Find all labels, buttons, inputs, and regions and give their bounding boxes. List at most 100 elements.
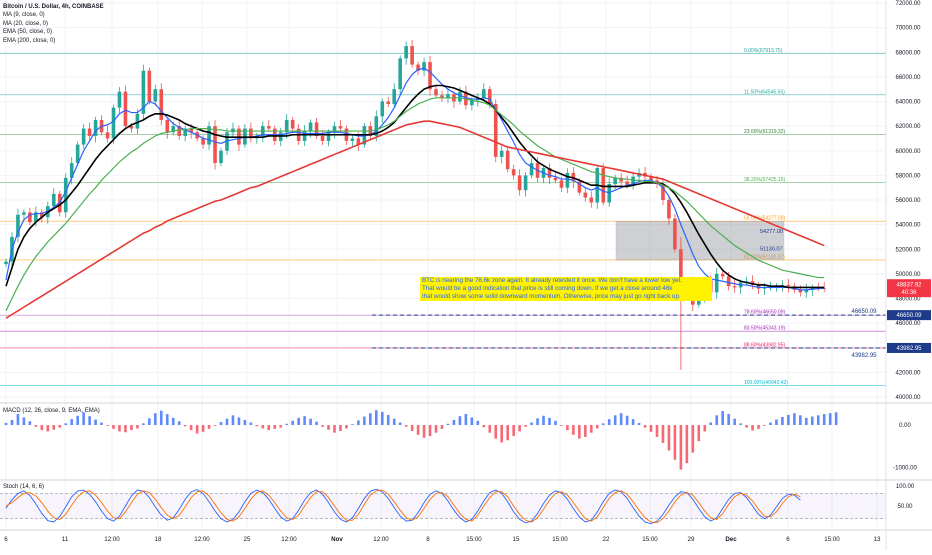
- macd-bar: [733, 418, 736, 426]
- candle-body: [487, 89, 492, 104]
- macd-bar: [619, 413, 623, 426]
- candle-body: [302, 131, 307, 141]
- x-tick: 15:00: [824, 536, 840, 543]
- candle-body: [117, 91, 122, 108]
- candle-body: [380, 101, 385, 117]
- y-tick: 56000.00: [895, 198, 921, 204]
- macd-bar: [40, 425, 44, 431]
- macd-bar: [380, 411, 384, 426]
- box-label: 54277.00: [760, 229, 783, 235]
- candle-body: [428, 62, 432, 90]
- macd-bar: [142, 423, 145, 426]
- macd-bar: [703, 425, 707, 432]
- candle-body: [613, 177, 617, 184]
- macd-bar: [631, 419, 635, 426]
- y-tick: 48000.00: [895, 297, 921, 303]
- macd-bar: [34, 425, 38, 427]
- macd-bar: [106, 425, 109, 426]
- macd-bar: [148, 418, 151, 426]
- x-tick: 15: [513, 536, 520, 543]
- macd-bar: [828, 413, 832, 426]
- macd-bar: [721, 411, 724, 426]
- candle-body: [249, 128, 253, 139]
- candle-body: [111, 107, 116, 139]
- macd-bar: [739, 423, 742, 426]
- macd-bar: [285, 423, 289, 426]
- macd-bar: [673, 425, 677, 460]
- candle-body: [697, 298, 701, 305]
- fib-label: 0.00%(67913.75): [744, 48, 783, 54]
- candle-body: [422, 62, 426, 71]
- candle-body: [464, 91, 468, 106]
- candle-body: [231, 128, 235, 133]
- candle-body: [75, 144, 80, 164]
- level-tag: [887, 310, 931, 321]
- level-tag-value: 46650.09: [896, 313, 922, 319]
- candle-body: [404, 46, 408, 59]
- x-tick: 6: [786, 536, 790, 543]
- analysis-note[interactable]: BTC is nearing the 78.6k zone again. It …: [420, 277, 712, 301]
- candle-body: [207, 126, 211, 145]
- macd-bar: [781, 417, 784, 426]
- x-tick: 6: [4, 536, 8, 543]
- candle-body: [434, 89, 438, 96]
- candle-body: [219, 150, 223, 164]
- fib-label: 78.60%(46650.09): [744, 310, 785, 316]
- candle-body: [51, 193, 56, 207]
- fib-label: 61.80%(51130.07): [744, 254, 785, 260]
- macd-bar: [183, 425, 187, 427]
- legend-ema200[interactable]: EMA (200, close, 0): [3, 37, 56, 44]
- x-tick: 29: [688, 536, 695, 543]
- macd-bar: [649, 425, 653, 432]
- macd-bar: [572, 425, 575, 435]
- macd-bar: [494, 425, 498, 439]
- x-tick: 15:00: [642, 536, 658, 543]
- candle-body: [213, 126, 217, 164]
- candle-body: [87, 128, 92, 136]
- fib-label: 50.00%(54277.00): [744, 216, 785, 222]
- candle-body: [798, 289, 803, 293]
- ma-line-3: [5, 120, 825, 319]
- candle-body: [147, 70, 152, 102]
- macd-bar: [763, 425, 766, 426]
- candle-body: [565, 172, 570, 188]
- macd-bar: [207, 425, 211, 429]
- macd-bar: [154, 413, 157, 426]
- macd-bar: [548, 417, 551, 426]
- macd-bar: [715, 415, 719, 426]
- macd-bar: [363, 416, 366, 426]
- x-tick: 12:00: [281, 536, 297, 543]
- macd-bar: [261, 425, 265, 429]
- macd-bar: [369, 413, 372, 426]
- x-tick: 25: [244, 536, 251, 543]
- macd-bar: [130, 425, 133, 431]
- x-tick: 13: [874, 536, 881, 543]
- candle-body: [619, 177, 623, 182]
- macd-bar: [434, 425, 438, 433]
- macd-bar: [118, 425, 121, 432]
- legend-ma20[interactable]: MA (20, close, 0): [3, 20, 49, 27]
- candle-body: [577, 181, 582, 193]
- stoch-tick: 100.00: [896, 484, 915, 490]
- macd-bar: [613, 415, 617, 426]
- macd-bar: [255, 425, 259, 427]
- stoch-label[interactable]: Stoch (14, 6, 6): [3, 484, 45, 490]
- macd-bar: [195, 425, 199, 434]
- legend-ma9[interactable]: MA (9, close, 0): [3, 12, 45, 19]
- candle-body: [165, 119, 170, 133]
- candle-body: [583, 192, 588, 198]
- candle-body: [786, 284, 791, 287]
- legend-ema50[interactable]: EMA (50, close, 0): [3, 29, 53, 36]
- macd-bar: [94, 419, 97, 426]
- macd-bar: [601, 423, 605, 426]
- macd-bar: [530, 422, 533, 426]
- candle-body: [661, 183, 665, 200]
- macd-bar: [470, 417, 474, 426]
- macd-label[interactable]: MACD (12, 26, close, 9, EMA, EMA): [3, 408, 100, 414]
- macd-bar: [805, 417, 808, 426]
- candle-body: [332, 126, 337, 133]
- x-tick: 12:00: [104, 536, 120, 543]
- candle-body: [69, 163, 74, 178]
- macd-bar: [464, 414, 468, 426]
